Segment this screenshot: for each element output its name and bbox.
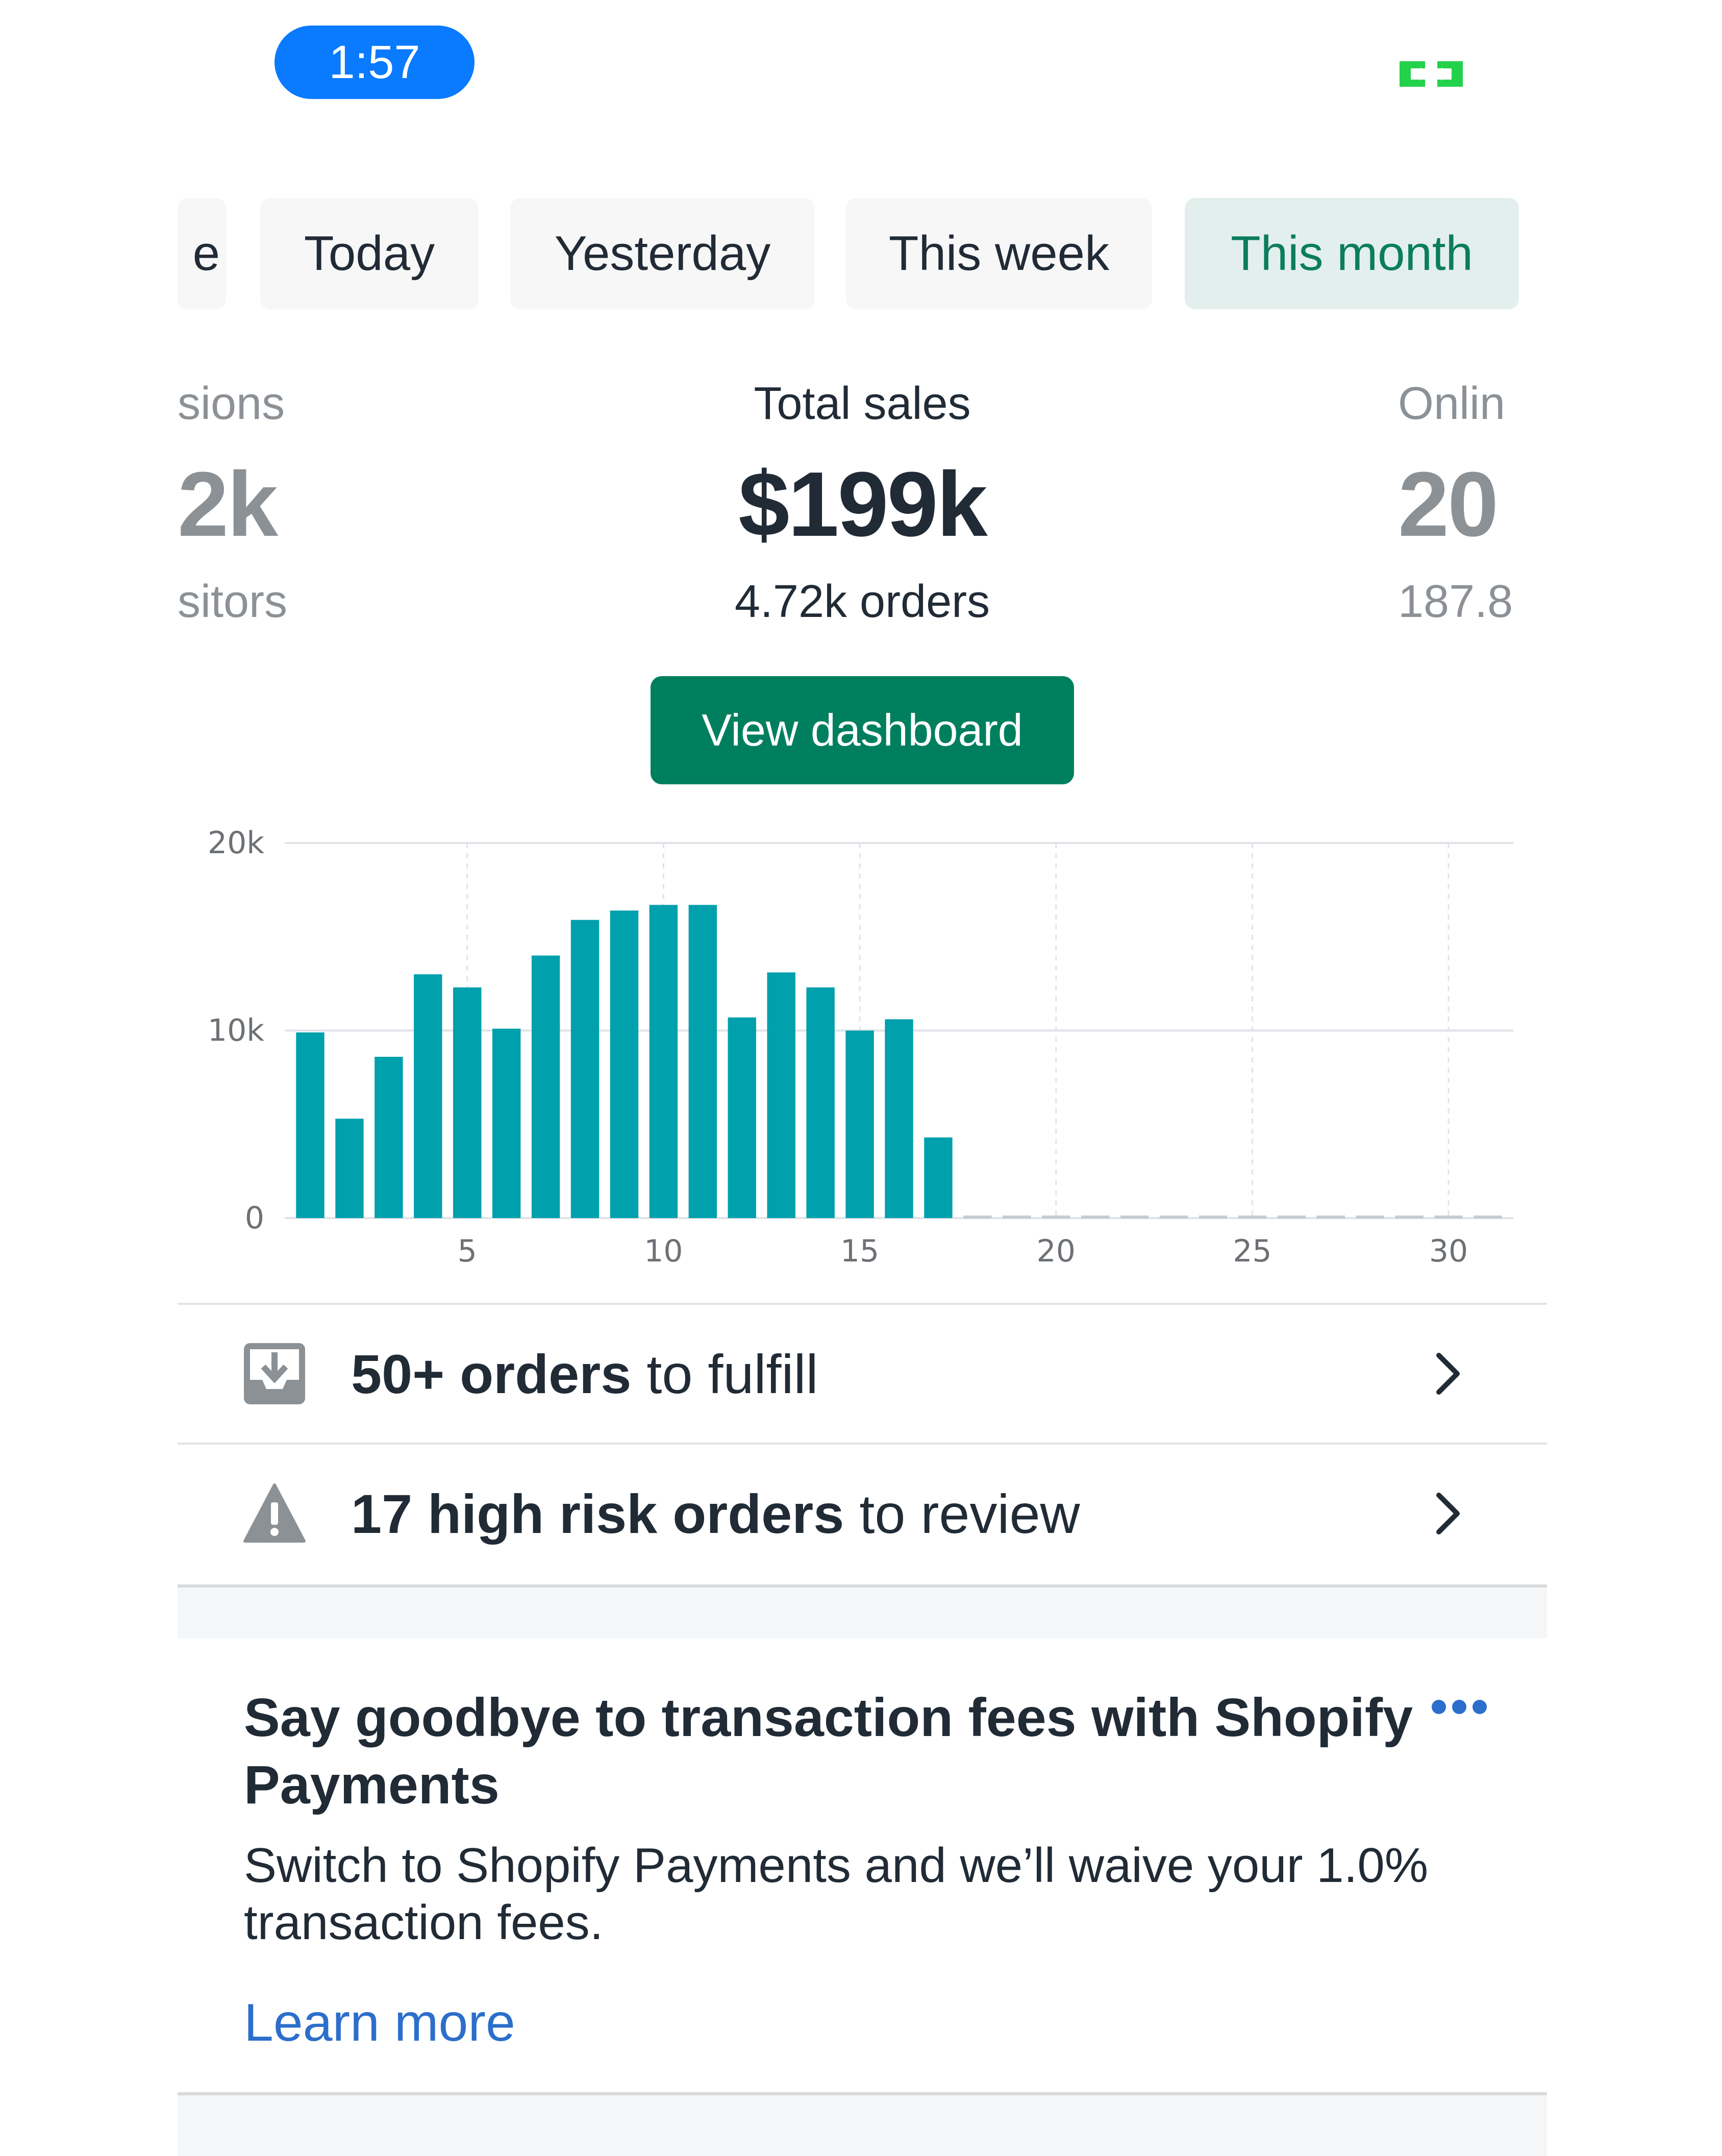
warning-triangle-icon <box>243 1483 306 1543</box>
bar-day-2 <box>335 1119 364 1218</box>
divider <box>178 1443 1547 1445</box>
metric-left-value: 2k <box>178 453 278 556</box>
y-tick-label: 0 <box>245 1200 264 1236</box>
high-risk-orders-row[interactable]: 17 high risk orders to review <box>178 1445 1547 1582</box>
bar-day-5 <box>453 987 482 1218</box>
bar-day-11 <box>688 905 717 1218</box>
x-tick-label: 20 <box>1037 1233 1076 1269</box>
x-tick-label: 30 <box>1429 1233 1468 1269</box>
tab-this-month[interactable]: This month <box>1185 198 1519 309</box>
tab-partial[interactable]: e <box>178 198 226 309</box>
bar-day-4 <box>414 974 442 1218</box>
promo-body: Switch to Shopify Payments and we’ll wai… <box>244 1838 1429 1950</box>
bar-day-13 <box>767 972 795 1218</box>
view-dashboard-button[interactable]: View dashboard <box>651 676 1074 784</box>
learn-more-link[interactable]: Learn more <box>244 1993 515 2052</box>
chevron-right-icon <box>1436 1353 1460 1395</box>
bar-day-9 <box>610 910 639 1218</box>
chevron-right-icon <box>1436 1493 1460 1534</box>
metric-right-value: 20 <box>1398 453 1499 556</box>
more-horizontal-icon[interactable] <box>1429 1697 1490 1717</box>
bar-day-12 <box>728 1017 756 1218</box>
inbox-download-icon <box>244 1343 305 1404</box>
tab-today[interactable]: Today <box>260 198 479 309</box>
divider <box>178 1303 1547 1305</box>
bar-day-7 <box>531 955 560 1218</box>
section-gap <box>178 1584 1547 1639</box>
metric-left-sub: sitors <box>178 576 288 627</box>
bar-day-1 <box>296 1032 325 1218</box>
sales-bar-chart: 0 10k 20k 5 10 15 20 25 30 <box>208 825 1513 1269</box>
orders-to-fulfill-row[interactable]: 50+ orders to fulfill <box>178 1305 1547 1443</box>
bar-day-3 <box>375 1056 403 1218</box>
x-tick-label: 10 <box>644 1233 683 1269</box>
status-time: 1:57 <box>274 26 475 99</box>
y-tick-label: 20k <box>208 825 264 861</box>
bar-day-8 <box>570 920 600 1218</box>
bar-day-6 <box>492 1028 521 1218</box>
bar-day-14 <box>806 987 835 1218</box>
high-risk-orders-text: 17 high risk orders to review <box>351 1482 1080 1545</box>
bar-day-17 <box>924 1137 953 1218</box>
x-tick-label: 5 <box>458 1233 477 1269</box>
metric-right-sub: 187.8 <box>1398 576 1513 627</box>
bar-day-10 <box>649 905 678 1218</box>
metric-left-label: sions <box>178 378 285 429</box>
tab-this-week[interactable]: This week <box>846 198 1152 309</box>
x-tick-label: 15 <box>840 1233 879 1269</box>
x-tick-label: 25 <box>1233 1233 1271 1269</box>
total-sales-value: $199k <box>738 453 988 556</box>
total-orders-count: 4.72k orders <box>734 576 990 627</box>
y-tick-label: 10k <box>208 1013 264 1049</box>
total-sales-label: Total sales <box>754 378 971 429</box>
bottom-section <box>178 2092 1547 2156</box>
bar-day-15 <box>845 1030 874 1218</box>
metric-right-label: Onlin <box>1398 378 1506 429</box>
bar-day-16 <box>885 1019 913 1218</box>
orders-to-fulfill-text: 50+ orders to fulfill <box>351 1343 818 1405</box>
screen-share-icon <box>1400 61 1463 87</box>
promo-title: Say goodbye to transaction fees with Sho… <box>244 1688 1413 1815</box>
tab-yesterday[interactable]: Yesterday <box>510 198 815 309</box>
